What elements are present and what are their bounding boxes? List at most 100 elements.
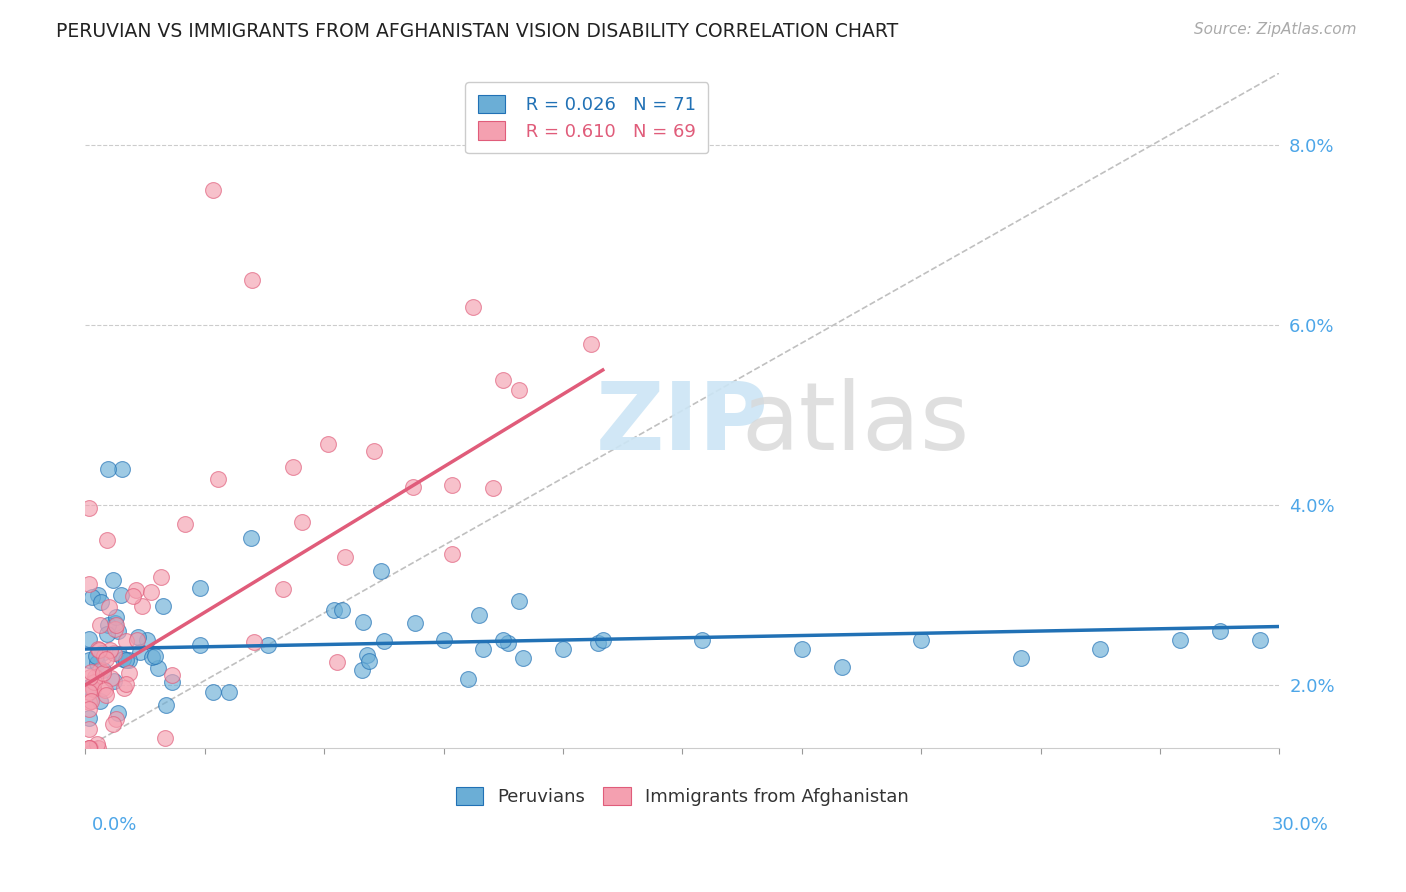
Point	[1209, 624, 1232, 638]
Point	[107, 706, 129, 720]
Point	[110, 588, 132, 602]
Point	[104, 615, 127, 630]
Point	[291, 515, 314, 529]
Point	[592, 633, 614, 648]
Point	[91, 681, 114, 695]
Point	[326, 656, 349, 670]
Point	[370, 564, 392, 578]
Point	[96, 533, 118, 548]
Point	[468, 608, 491, 623]
Text: PERUVIAN VS IMMIGRANTS FROM AFGHANISTAN VISION DISABILITY CORRELATION CHART: PERUVIAN VS IMMIGRANTS FROM AFGHANISTAN …	[56, 22, 898, 41]
Point	[188, 638, 211, 652]
Point	[352, 664, 374, 678]
Point	[910, 633, 932, 648]
Text: 30.0%: 30.0%	[1272, 816, 1329, 834]
Point	[256, 639, 278, 653]
Point	[790, 642, 813, 657]
Point	[87, 588, 110, 602]
Point	[100, 671, 122, 685]
Point	[352, 615, 374, 630]
Point	[90, 595, 112, 609]
Point	[135, 633, 157, 648]
Point	[492, 633, 515, 648]
Point	[89, 694, 111, 708]
Point	[97, 462, 120, 476]
Point	[101, 573, 124, 587]
Point	[125, 633, 148, 648]
Point	[79, 741, 101, 756]
Point	[1168, 633, 1191, 648]
Point	[579, 337, 602, 351]
Point	[103, 646, 125, 660]
Point	[1010, 651, 1032, 665]
Point	[202, 685, 225, 699]
Point	[91, 663, 114, 677]
Point	[432, 633, 454, 648]
Point	[104, 622, 127, 636]
Point	[83, 675, 105, 690]
Point	[143, 649, 166, 664]
Point	[96, 618, 118, 632]
Point	[77, 722, 100, 736]
Point	[482, 481, 505, 495]
Point	[498, 636, 520, 650]
Point	[86, 656, 108, 670]
Point	[77, 741, 100, 756]
Point	[512, 651, 534, 665]
Point	[80, 665, 103, 679]
Point	[77, 695, 100, 709]
Point	[242, 635, 264, 649]
Point	[82, 682, 104, 697]
Point	[112, 652, 135, 666]
Point	[1090, 642, 1112, 657]
Point	[121, 589, 143, 603]
Point	[330, 602, 353, 616]
Point	[508, 594, 530, 608]
Point	[218, 684, 240, 698]
Point	[127, 630, 149, 644]
Point	[97, 599, 120, 614]
Point	[105, 610, 128, 624]
Point	[111, 462, 134, 476]
Point	[173, 517, 195, 532]
Point	[242, 273, 264, 287]
Point	[115, 653, 138, 667]
Point	[77, 501, 100, 516]
Point	[155, 731, 177, 745]
Point	[141, 649, 163, 664]
Point	[357, 654, 380, 668]
Point	[112, 681, 135, 695]
Point	[98, 642, 121, 657]
Point	[115, 634, 138, 648]
Point	[87, 741, 110, 756]
Point	[373, 633, 395, 648]
Point	[160, 675, 183, 690]
Point	[152, 599, 174, 613]
Point	[77, 653, 100, 667]
Point	[440, 478, 463, 492]
Point	[207, 472, 229, 486]
Point	[105, 618, 128, 632]
Point	[160, 668, 183, 682]
Point	[77, 680, 100, 694]
Legend: Peruvians, Immigrants from Afghanistan: Peruvians, Immigrants from Afghanistan	[449, 780, 915, 814]
Point	[77, 711, 100, 725]
Point	[461, 300, 484, 314]
Point	[96, 627, 118, 641]
Point	[118, 666, 141, 681]
Point	[322, 603, 344, 617]
Point	[131, 599, 153, 613]
Text: atlas: atlas	[741, 378, 970, 470]
Point	[146, 661, 169, 675]
Point	[80, 694, 103, 708]
Text: ZIP: ZIP	[596, 378, 769, 470]
Point	[690, 633, 713, 648]
Point	[281, 459, 304, 474]
Point	[90, 646, 112, 660]
Point	[586, 635, 609, 649]
Point	[128, 645, 150, 659]
Point	[77, 701, 100, 715]
Point	[103, 674, 125, 689]
Text: 0.0%: 0.0%	[91, 816, 136, 834]
Point	[77, 576, 100, 591]
